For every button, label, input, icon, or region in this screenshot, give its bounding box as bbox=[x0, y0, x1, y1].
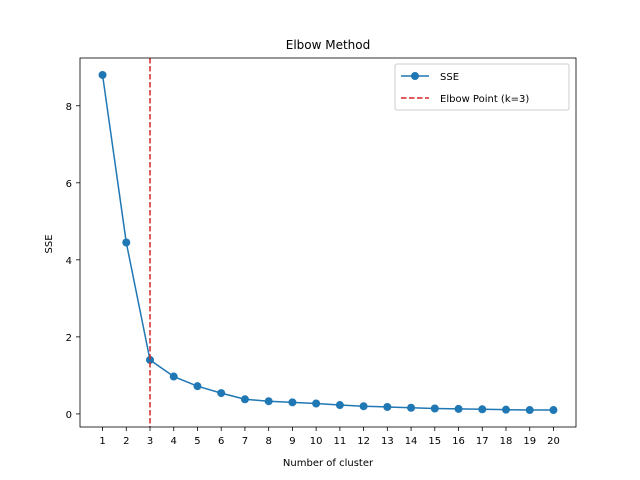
legend-box bbox=[394, 63, 570, 111]
data-point-18 bbox=[501, 405, 510, 414]
data-point-7 bbox=[240, 395, 249, 404]
x-tick-label-15: 15 bbox=[428, 436, 441, 447]
x-tick-label-5: 5 bbox=[194, 436, 200, 447]
legend-sse-marker bbox=[411, 72, 419, 80]
x-tick-label-11: 11 bbox=[333, 436, 346, 447]
y-tick-label-0: 0 bbox=[66, 410, 72, 421]
data-point-9 bbox=[288, 398, 297, 407]
data-point-16 bbox=[454, 404, 463, 413]
x-tick-label-18: 18 bbox=[500, 436, 513, 447]
data-point-20 bbox=[549, 406, 558, 415]
x-tick-label-16: 16 bbox=[452, 436, 465, 447]
y-tick-label-8: 8 bbox=[66, 102, 72, 113]
data-point-19 bbox=[525, 406, 534, 415]
x-tick-label-20: 20 bbox=[547, 436, 560, 447]
data-point-1 bbox=[98, 70, 107, 79]
data-point-3 bbox=[146, 355, 155, 364]
y-tick-label-6: 6 bbox=[66, 179, 72, 190]
x-axis-label: Number of cluster bbox=[283, 458, 374, 469]
x-tick-label-2: 2 bbox=[123, 436, 129, 447]
legend: SSE Elbow Point (k=3) bbox=[394, 63, 570, 111]
x-tick-label-4: 4 bbox=[171, 436, 177, 447]
y-axis-label: SSE bbox=[44, 234, 55, 253]
y-tick-label-4: 4 bbox=[66, 256, 72, 267]
plot-frame bbox=[79, 57, 577, 428]
data-point-14 bbox=[407, 403, 416, 412]
x-tick-label-6: 6 bbox=[218, 436, 224, 447]
x-tick-label-12: 12 bbox=[357, 436, 370, 447]
legend-sse-label: SSE bbox=[440, 72, 459, 83]
x-tick-label-19: 19 bbox=[523, 436, 536, 447]
data-point-12 bbox=[359, 402, 368, 411]
x-tick-label-10: 10 bbox=[310, 436, 323, 447]
data-point-10 bbox=[312, 399, 321, 408]
data-point-8 bbox=[264, 397, 273, 406]
data-point-15 bbox=[430, 404, 439, 413]
data-point-6 bbox=[217, 389, 226, 398]
x-tick-label-17: 17 bbox=[476, 436, 489, 447]
data-point-4 bbox=[169, 372, 178, 381]
data-point-17 bbox=[478, 405, 487, 414]
x-tick-label-1: 1 bbox=[99, 436, 105, 447]
data-point-2 bbox=[122, 238, 131, 247]
x-tick-label-3: 3 bbox=[147, 436, 153, 447]
chart-title: Elbow Method bbox=[286, 38, 371, 52]
x-tick-label-9: 9 bbox=[289, 436, 295, 447]
y-tick-label-2: 2 bbox=[66, 333, 72, 344]
legend-elbow-label: Elbow Point (k=3) bbox=[440, 94, 529, 105]
x-tick-label-14: 14 bbox=[405, 436, 418, 447]
data-point-5 bbox=[193, 382, 202, 391]
data-point-11 bbox=[335, 401, 344, 410]
x-tick-label-13: 13 bbox=[381, 436, 394, 447]
x-tick-label-8: 8 bbox=[265, 436, 271, 447]
x-tick-label-7: 7 bbox=[242, 436, 248, 447]
data-point-13 bbox=[383, 402, 392, 411]
